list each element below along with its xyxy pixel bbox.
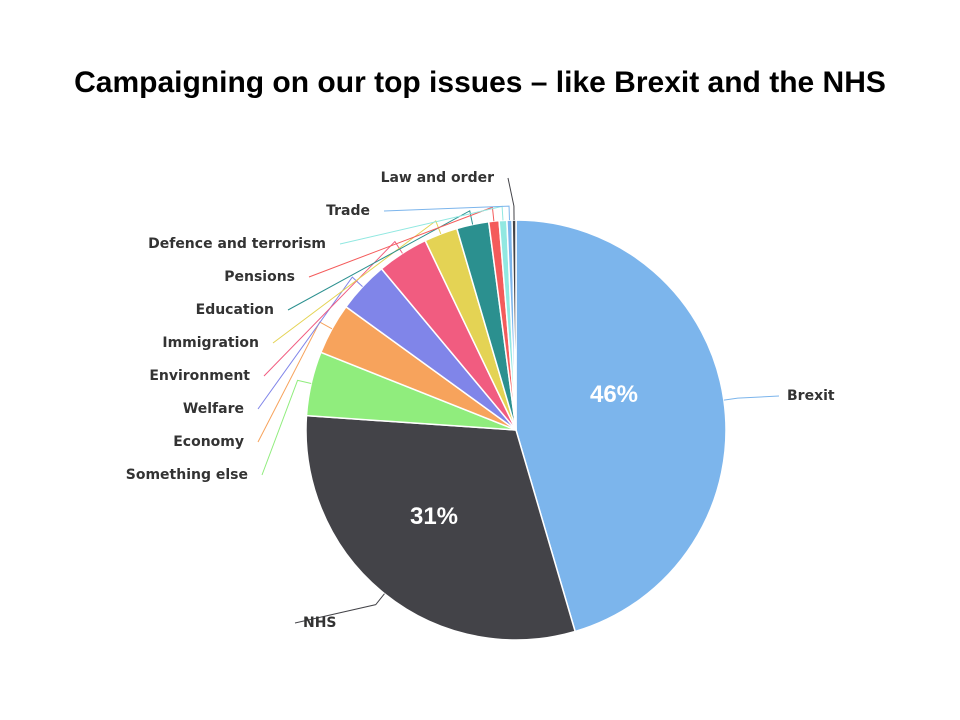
slice-label-something-else: Something else [126,467,248,483]
slice-label-defence-and-terrorism: Defence and terrorism [148,236,326,252]
connector-nhs [294,593,385,624]
slice-label-education: Education [196,302,274,318]
slice-label-immigration: Immigration [162,335,259,351]
connector-immigration [272,220,442,344]
slice-label-welfare: Welfare [183,401,244,417]
chart-title: Campaigning on our top issues – like Bre… [74,66,886,99]
connector-law-and-order [507,177,515,221]
data-labels: 46% 31% [410,381,638,530]
data-label-brexit: 46% [590,381,638,408]
connector-trade [383,205,510,221]
connector-welfare [257,276,363,410]
slice-label-pensions: Pensions [224,269,295,285]
connector-something-else [261,379,312,476]
pie-slices [305,219,727,641]
slice-labels: Brexit NHS Something else Economy Welfare Env… [126,170,835,631]
connector-education [287,210,474,311]
slice-label-environment: Environment [149,368,250,384]
slice-label-law-and-order: Law and order [381,170,495,186]
slice-label-brexit: Brexit [787,388,835,404]
label-connectors [257,177,780,624]
slice-label-nhs: NHS [303,615,337,631]
slice-label-trade: Trade [326,203,370,219]
connector-brexit [723,395,780,401]
data-label-nhs: 31% [410,503,458,530]
slice-label-economy: Economy [173,434,244,450]
